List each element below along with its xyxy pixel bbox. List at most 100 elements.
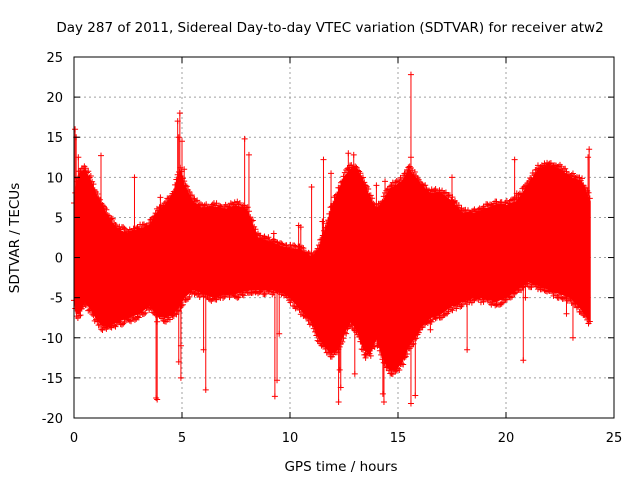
data-marker — [376, 347, 383, 354]
data-marker — [299, 308, 306, 315]
outlier-point — [479, 218, 486, 225]
data-marker — [165, 195, 172, 202]
outlier-point — [412, 392, 419, 399]
outlier-point — [335, 398, 342, 405]
data-marker — [126, 317, 133, 324]
data-marker — [291, 242, 298, 249]
data-marker — [183, 296, 190, 303]
data-marker — [128, 318, 135, 325]
data-marker — [151, 310, 158, 317]
axis-ticks — [73, 56, 615, 419]
data-marker — [432, 315, 439, 322]
data-marker — [339, 178, 346, 185]
data-marker — [402, 353, 409, 360]
data-marker — [341, 169, 348, 176]
data-marker — [387, 183, 394, 190]
data-marker — [163, 198, 170, 205]
outlier-point — [131, 174, 138, 181]
data-marker — [568, 299, 575, 306]
data-marker — [459, 208, 466, 215]
data-marker — [481, 205, 488, 212]
data-marker — [112, 323, 119, 330]
data-marker — [226, 204, 233, 211]
outlier-point — [154, 318, 161, 325]
data-marker — [87, 307, 94, 314]
data-marker — [441, 311, 448, 318]
data-marker — [120, 224, 127, 231]
data-marker — [317, 236, 324, 243]
data-marker — [531, 172, 538, 179]
data-marker — [178, 302, 185, 309]
data-marker — [288, 296, 295, 303]
y-tick-label: -5 — [50, 292, 63, 307]
data-marker — [322, 345, 329, 352]
data-marker — [129, 228, 136, 235]
data-marker — [511, 290, 518, 297]
data-marker — [431, 313, 438, 320]
data-marker — [510, 196, 517, 203]
data-marker — [328, 203, 335, 210]
outlier-point — [380, 398, 387, 405]
data-marker — [343, 330, 350, 337]
outlier-point — [337, 384, 344, 391]
data-marker — [571, 173, 578, 180]
data-marker — [331, 194, 338, 201]
outlier-point — [75, 154, 82, 161]
data-marker — [360, 174, 367, 181]
data-marker — [107, 216, 114, 223]
outlier-point — [297, 224, 304, 231]
data-marker — [148, 305, 155, 312]
data-marker — [103, 206, 110, 213]
data-marker — [404, 351, 411, 358]
y-tick-labels: -20 -15 -10 -5 0 5 10 15 20 25 — [42, 51, 63, 427]
outlier-point — [248, 216, 255, 223]
data-marker — [121, 225, 128, 232]
outlier-point — [520, 357, 527, 364]
data-marker — [507, 294, 514, 301]
data-marker — [247, 214, 254, 221]
data-marker — [549, 288, 556, 295]
outlier-point — [176, 110, 183, 117]
data-marker — [318, 342, 325, 349]
data-marker — [318, 236, 325, 243]
data-marker — [94, 318, 101, 325]
y-tick-label: -15 — [42, 372, 63, 387]
data-marker — [385, 367, 392, 374]
data-marker — [118, 321, 125, 328]
outlier-point — [563, 310, 570, 317]
data-marker — [313, 248, 320, 255]
data-marker — [210, 295, 217, 302]
data-marker — [527, 174, 534, 181]
data-marker — [166, 316, 173, 323]
data-marker — [450, 199, 457, 206]
data-marker — [423, 319, 430, 326]
data-marker — [332, 192, 339, 199]
data-marker — [267, 239, 274, 246]
data-marker — [227, 200, 234, 207]
outlier-point — [522, 294, 529, 301]
data-marker — [398, 360, 405, 367]
x-tick-label: 0 — [70, 431, 78, 446]
data-marker — [551, 289, 558, 296]
data-marker — [334, 191, 341, 198]
data-marker — [485, 296, 492, 303]
data-marker — [422, 182, 429, 189]
data-marker — [168, 312, 175, 319]
data-marker — [216, 202, 223, 209]
data-marker — [518, 191, 525, 198]
data-marker — [519, 284, 526, 291]
data-marker — [183, 183, 190, 190]
data-marker — [205, 204, 212, 211]
data-marker — [304, 315, 311, 322]
plot-border — [73, 56, 615, 419]
data-marker — [547, 287, 554, 294]
outlier-point — [177, 374, 184, 381]
data-marker — [337, 179, 344, 186]
data-marker — [182, 182, 189, 189]
data-marker — [450, 302, 457, 309]
x-tick-label: 10 — [282, 431, 299, 446]
data-marker — [336, 184, 343, 191]
outlier-point — [157, 194, 164, 201]
x-tick-label: 25 — [606, 431, 623, 446]
data-marker — [576, 174, 583, 181]
